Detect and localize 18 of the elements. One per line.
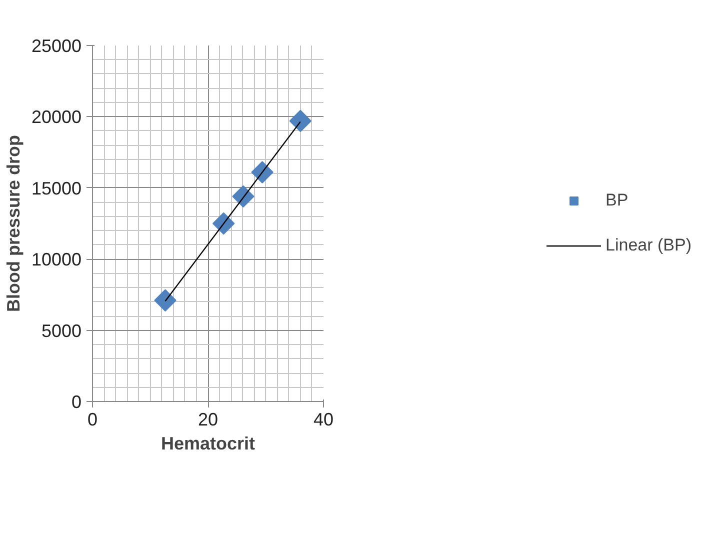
x-tick-label: 40 (313, 410, 334, 430)
y-tick-label: 10000 (31, 250, 82, 270)
point (251, 161, 274, 184)
x-tick-label: 20 (198, 410, 218, 430)
point (212, 212, 235, 235)
point (289, 110, 312, 132)
y-tick-label: 15000 (31, 178, 82, 198)
y-tick-label: 0 (71, 392, 82, 412)
y-tick-label: 25000 (31, 36, 82, 56)
point (154, 289, 176, 312)
x-axis-title: Hematocrit (160, 434, 256, 454)
point (232, 185, 254, 208)
y-tick-label: 5000 (41, 320, 82, 341)
legend-label: Linear (BP) (606, 236, 692, 256)
legend-label: BP (606, 190, 628, 210)
y-axis-title: Blood pressure drop (3, 134, 24, 312)
y-tick-label: 20000 (31, 107, 82, 128)
x-tick-label: 0 (87, 410, 98, 430)
